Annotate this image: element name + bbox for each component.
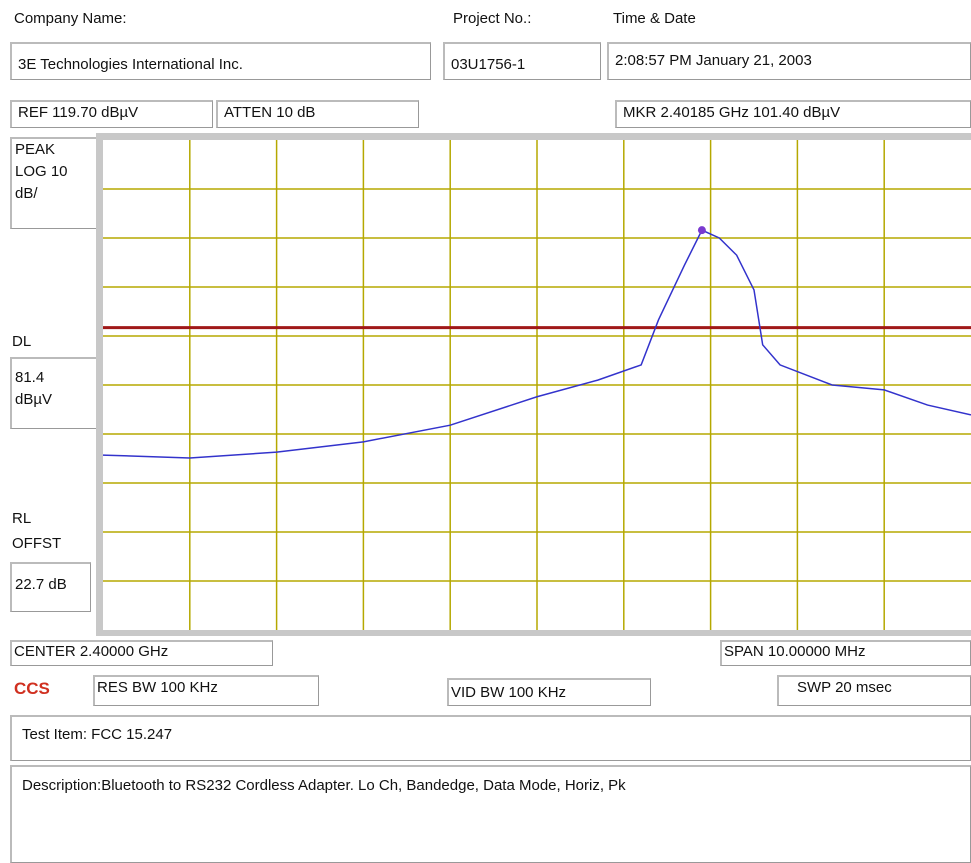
rl-label: RL — [12, 510, 32, 527]
dl-value: 81.4 — [15, 369, 45, 386]
company-field: 3E Technologies International Inc. — [10, 42, 431, 80]
ref-field: REF 119.70 dBµV — [10, 100, 213, 128]
peak-text: PEAK — [15, 141, 56, 158]
center-field: CENTER 2.40000 GHz — [10, 640, 273, 666]
project-field: 03U1756-1 — [443, 42, 601, 80]
peak-text: LOG 10 — [15, 163, 68, 180]
span-field: SPAN 10.00000 MHz — [720, 640, 971, 666]
rl-offset-field: 22.7 dB — [10, 562, 91, 612]
peak-field: PEAK LOG 10 dB/ — [10, 137, 96, 229]
time-field: 2:08:57 PM January 21, 2003 — [607, 42, 971, 80]
plot — [96, 133, 971, 636]
rl-label: OFFST — [12, 535, 62, 552]
dl-field: 81.4 dBµV — [10, 357, 96, 429]
time-label: Time & Date — [613, 10, 696, 27]
description-field: Description:Bluetooth to RS232 Cordless … — [10, 765, 971, 863]
dl-unit: dBµV — [15, 391, 52, 408]
grid — [103, 140, 971, 630]
dl-label: DL — [12, 333, 32, 350]
marker-field: MKR 2.40185 GHz 101.40 dBµV — [615, 100, 971, 128]
vid-bw-field: VID BW 100 KHz — [447, 678, 651, 706]
logo: CCS — [14, 679, 50, 698]
test-item-field: Test Item: FCC 15.247 — [10, 715, 971, 761]
company-label: Company Name: — [14, 10, 127, 27]
marker — [697, 226, 706, 235]
res-bw-field: RES BW 100 KHz — [93, 675, 319, 706]
trace — [102, 229, 971, 459]
atten-field: ATTEN 10 dB — [216, 100, 419, 128]
project-label: Project No.: — [453, 10, 532, 27]
peak-text: dB/ — [15, 185, 38, 202]
swp-field: SWP 20 msec — [777, 675, 971, 706]
